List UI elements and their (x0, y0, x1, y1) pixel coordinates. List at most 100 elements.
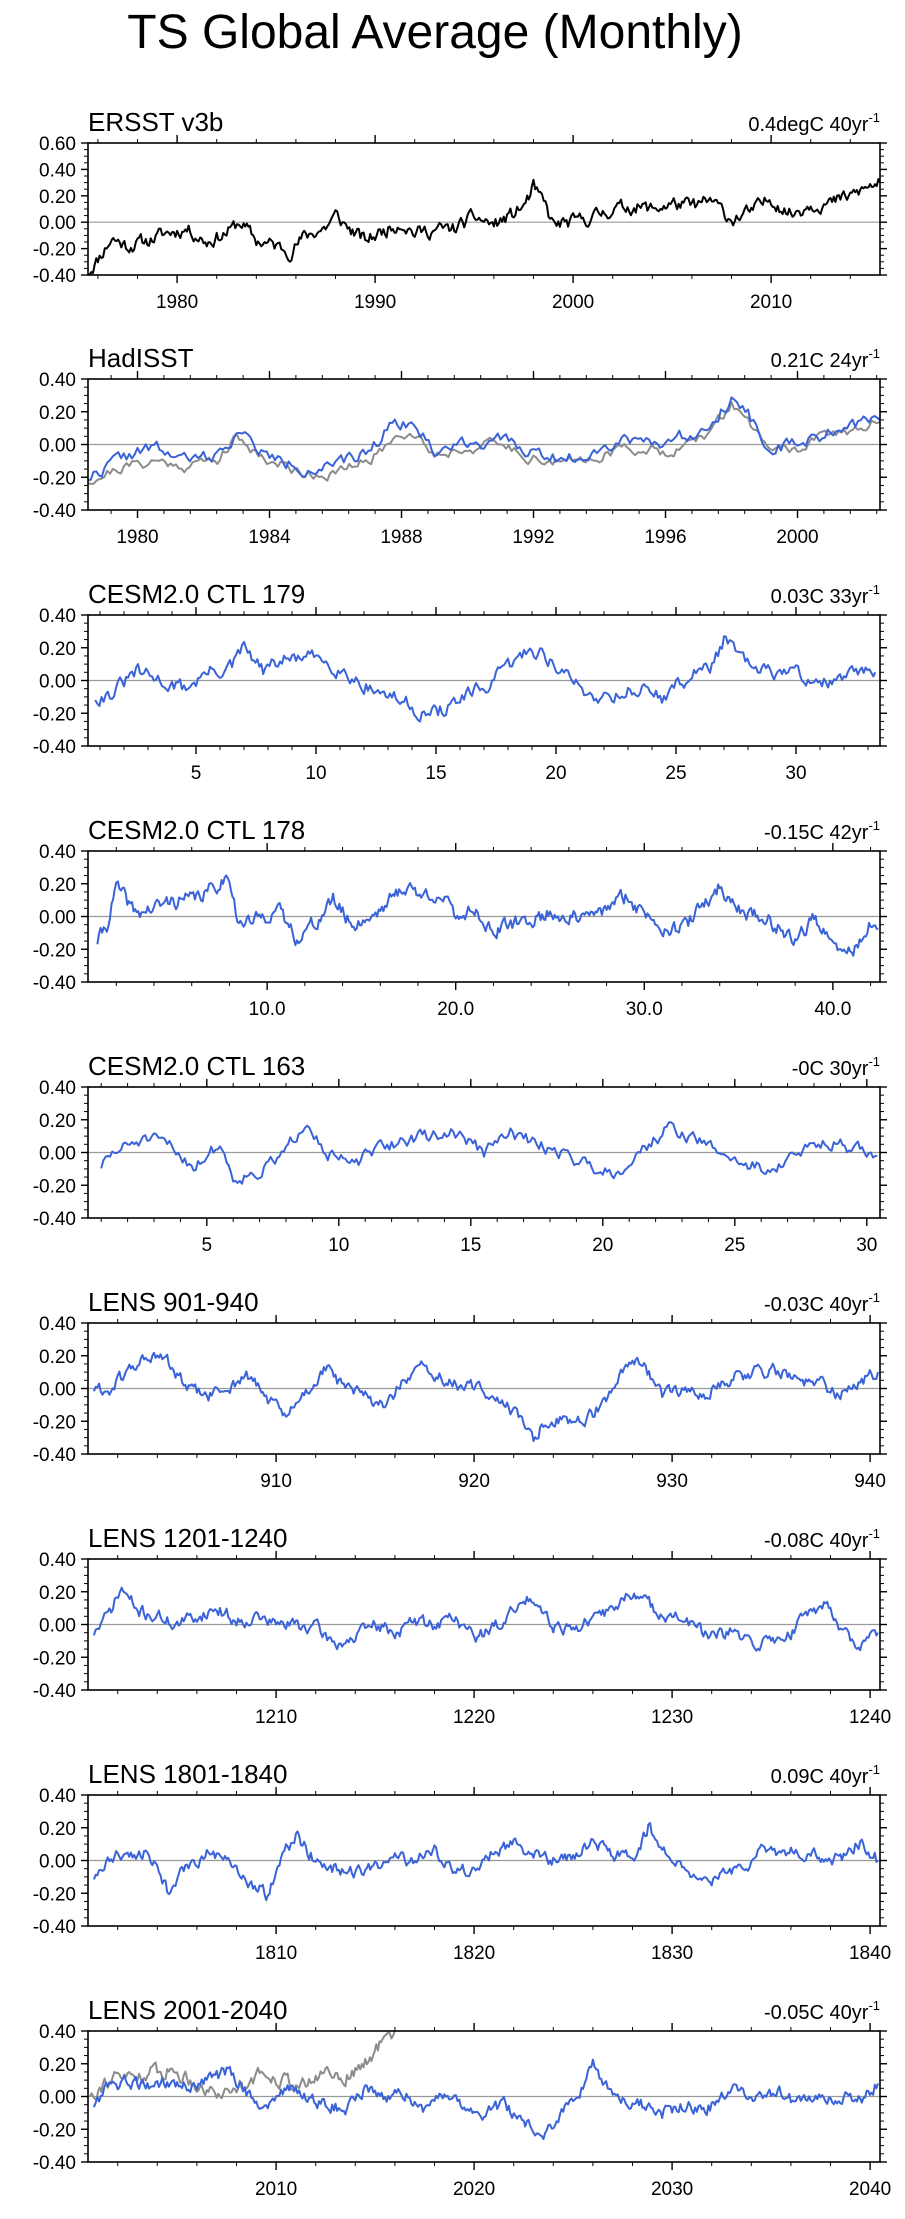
chart-panel-8: LENS 1801-1840 0.09C 40yr-1 -0.40 -0.20 0.00… (33, 1759, 892, 1964)
series-line-lens-2001-2040 (92, 2058, 879, 2141)
y-tick-label: 0.20 (39, 187, 76, 208)
panel-title: LENS 2001-2040 (88, 1995, 287, 2025)
y-tick-label: -0.20 (33, 240, 76, 261)
x-tick-label: 1220 (453, 1707, 495, 1728)
y-tick-label: 0.40 (39, 1786, 76, 1807)
x-tick-label: 920 (458, 1471, 490, 1492)
y-tick-label: -0.20 (33, 1648, 76, 1669)
panel-title: CESM2.0 CTL 178 (88, 815, 305, 845)
x-tick-label: 20 (592, 1235, 613, 1256)
y-tick-label: 0.20 (39, 1819, 76, 1840)
y-tick-label: 0.40 (39, 160, 76, 181)
x-tick-label: 2010 (255, 2179, 297, 2200)
y-tick-label: -0.20 (33, 1412, 76, 1433)
x-tick-label: 10 (328, 1235, 349, 1256)
y-tick-label: -0.40 (33, 1917, 76, 1938)
trend-label: -0.15C 42yr-1 (764, 818, 880, 844)
y-tick-label: 0.20 (39, 1347, 76, 1368)
x-tick-label: 1830 (651, 1943, 693, 1964)
x-tick-label: 15 (425, 763, 446, 784)
x-tick-label: 10.0 (249, 999, 286, 1020)
chart-panel-6: LENS 901-940 -0.03C 40yr-1 -0.40 -0.20 0.00 0… (33, 1287, 887, 1492)
x-tick-label: 30 (856, 1235, 877, 1256)
panel-title: LENS 1801-1840 (88, 1759, 287, 1789)
y-tick-label: 0.20 (39, 1111, 76, 1132)
plot-frame (87, 142, 881, 276)
y-tick-label: 0.00 (39, 1380, 76, 1401)
x-tick-label: 30 (785, 763, 806, 784)
panel-title: CESM2.0 CTL 163 (88, 1051, 305, 1081)
trend-label: 0.4degC 40yr-1 (748, 110, 880, 136)
x-tick-label: 15 (460, 1235, 481, 1256)
series-line-reference (88, 401, 880, 485)
chart-panel-7: LENS 1201-1240 -0.08C 40yr-1 -0.40 -0.20 0.0… (33, 1523, 892, 1728)
y-tick-label: 0.00 (39, 1616, 76, 1637)
x-tick-label: 910 (260, 1471, 292, 1492)
x-tick-label: 1810 (255, 1943, 297, 1964)
trend-label: 0.09C 40yr-1 (771, 1762, 880, 1788)
chart-panel-1: ERSST v3b 0.4degC 40yr-1 -0.40 -0.20 0.00 0.2… (33, 107, 887, 313)
x-tick-label: 2000 (776, 527, 818, 548)
y-tick-label: 0.20 (39, 639, 76, 660)
x-tick-label: 1980 (116, 527, 158, 548)
y-tick-label: -0.20 (33, 1176, 76, 1197)
y-tick-label: -0.40 (33, 501, 76, 522)
y-tick-label: 0.40 (39, 842, 76, 863)
x-tick-label: 25 (724, 1235, 745, 1256)
figure-title: TS Global Average (Monthly) (127, 6, 742, 59)
x-tick-label: 20 (545, 763, 566, 784)
chart-panel-5: CESM2.0 CTL 163 -0C 30yr-1 -0.40 -0.20 0.00 0… (33, 1051, 887, 1256)
x-tick-label: 1230 (651, 1707, 693, 1728)
x-tick-label: 2000 (552, 292, 594, 313)
x-tick-label: 2040 (849, 2179, 891, 2200)
x-tick-label: 1992 (512, 527, 554, 548)
x-tick-label: 1980 (156, 292, 198, 313)
y-tick-label: -0.20 (33, 2120, 76, 2141)
x-tick-label: 1996 (644, 527, 686, 548)
y-tick-label: -0.20 (33, 1884, 76, 1905)
trend-label: -0.08C 40yr-1 (764, 1526, 880, 1552)
y-tick-label: 0.00 (39, 908, 76, 929)
y-tick-label: 0.40 (39, 1078, 76, 1099)
series-line-lens-901-940 (92, 1351, 879, 1443)
x-tick-label: 2020 (453, 2179, 495, 2200)
x-tick-label: 1210 (255, 1707, 297, 1728)
y-tick-label: -0.40 (33, 973, 76, 994)
y-tick-label: -0.40 (33, 1445, 76, 1466)
y-tick-label: 0.20 (39, 1583, 76, 1604)
y-tick-label: 0.00 (39, 213, 76, 234)
trend-label: -0.05C 40yr-1 (764, 1998, 880, 2024)
series-line-cesm2-0 (88, 396, 880, 482)
x-tick-label: 2010 (750, 292, 792, 313)
y-tick-label: 0.40 (39, 1550, 76, 1571)
x-tick-label: 30.0 (626, 999, 663, 1020)
x-tick-label: 25 (665, 763, 686, 784)
trend-label: -0.03C 40yr-1 (764, 1290, 880, 1316)
chart-panel-4: CESM2.0 CTL 178 -0.15C 42yr-1 -0.40 -0.20 0.… (33, 815, 887, 1020)
chart-panel-3: CESM2.0 CTL 179 0.03C 33yr-1 -0.40 -0.20 0.0… (33, 579, 887, 784)
x-tick-label: 1990 (354, 292, 396, 313)
trend-label: 0.03C 33yr-1 (771, 582, 880, 608)
y-tick-label: 0.00 (39, 1144, 76, 1165)
y-tick-label: -0.40 (33, 737, 76, 758)
y-tick-label: -0.40 (33, 1209, 76, 1230)
y-tick-label: 0.40 (39, 606, 76, 627)
chart-panel-2: HadISST 0.21C 24yr-1 -0.40 -0.20 0.00 0.20 0.4… (33, 343, 887, 548)
y-tick-label: 0.20 (39, 403, 76, 424)
x-tick-label: 2030 (651, 2179, 693, 2200)
panel-title: HadISST (88, 343, 194, 373)
y-tick-label: -0.40 (33, 1681, 76, 1702)
y-tick-label: 0.40 (39, 1314, 76, 1335)
x-tick-label: 940 (854, 1471, 886, 1492)
y-tick-label: 0.60 (39, 134, 76, 155)
x-tick-label: 1984 (248, 527, 291, 548)
panel-title: LENS 901-940 (88, 1287, 259, 1317)
series-line-ersst-v3b (88, 178, 880, 275)
x-tick-label: 5 (191, 763, 202, 784)
panel-title: LENS 1201-1240 (88, 1523, 287, 1553)
y-tick-label: 0.20 (39, 875, 76, 896)
trend-label: -0C 30yr-1 (792, 1054, 880, 1080)
series-line-cesm2-0-ctl-178 (96, 874, 879, 957)
x-tick-label: 1840 (849, 1943, 891, 1964)
